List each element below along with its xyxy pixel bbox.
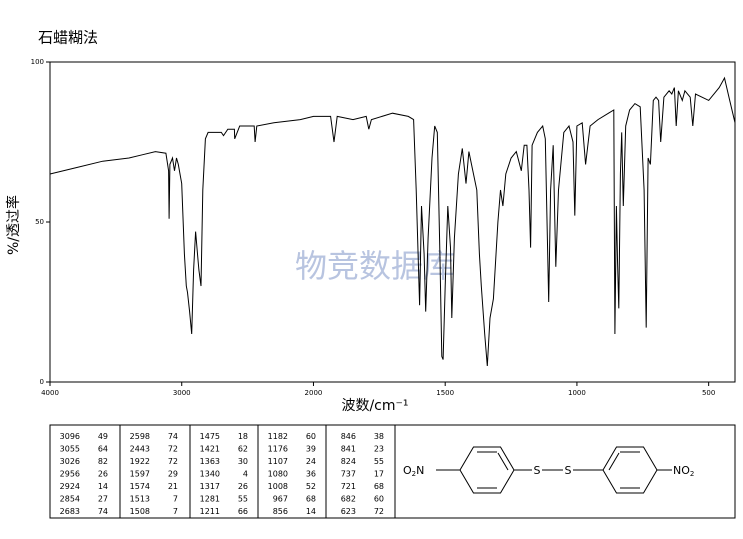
table-wavenumber: 1176 — [268, 444, 288, 453]
sulfur: S — [565, 464, 572, 477]
table-frame — [49, 424, 736, 519]
table-wavenumber: 2683 — [60, 507, 80, 516]
x-tick-label: 3000 — [173, 389, 191, 397]
table-wavenumber: 1211 — [200, 507, 220, 516]
table-transmittance: 72 — [168, 457, 178, 466]
sulfur: S — [534, 464, 541, 477]
table-wavenumber: 3026 — [60, 457, 80, 466]
table-wavenumber: 1182 — [268, 432, 288, 441]
table-wavenumber: 967 — [273, 494, 288, 503]
table-wavenumber: 1340 — [200, 469, 220, 478]
group-left: O2N — [403, 464, 424, 478]
table-wavenumber: 1513 — [130, 494, 150, 503]
table-transmittance: 64 — [98, 444, 108, 453]
table-wavenumber: 1281 — [200, 494, 220, 503]
y-tick-label: 50 — [35, 218, 44, 226]
table-wavenumber: 846 — [341, 432, 356, 441]
table-transmittance: 66 — [238, 507, 248, 516]
x-tick-label: 500 — [702, 389, 715, 397]
table-transmittance: 24 — [306, 457, 316, 466]
table-wavenumber: 1363 — [200, 457, 220, 466]
table-transmittance: 7 — [173, 494, 178, 503]
table-wavenumber: 1922 — [130, 457, 150, 466]
table-transmittance: 23 — [374, 444, 384, 453]
table-wavenumber: 1317 — [200, 482, 220, 491]
table-wavenumber: 1508 — [130, 507, 150, 516]
table-wavenumber: 3055 — [60, 444, 80, 453]
watermark: 物竞数据库 — [295, 247, 455, 285]
table-transmittance: 55 — [374, 457, 384, 466]
ring — [602, 446, 658, 494]
table-wavenumber: 1475 — [200, 432, 220, 441]
spectrum-line — [49, 76, 736, 367]
table-wavenumber: 1080 — [268, 469, 288, 478]
table-wavenumber: 2854 — [60, 494, 80, 503]
x-tick-label: 2000 — [305, 389, 323, 397]
y-axis-label: %/透过率 — [5, 195, 22, 255]
table-transmittance: 4 — [243, 469, 248, 478]
bond — [497, 452, 509, 471]
table-transmittance: 26 — [98, 469, 108, 478]
table-wavenumber: 1008 — [268, 482, 288, 491]
table-wavenumber: 737 — [341, 469, 356, 478]
group-right: NO2 — [673, 464, 694, 478]
table-transmittance: 68 — [374, 482, 384, 491]
table-transmittance: 60 — [306, 432, 316, 441]
chart-title: 石蜡糊法 — [38, 29, 98, 47]
table-wavenumber: 1574 — [130, 482, 150, 491]
table-wavenumber: 2443 — [130, 444, 150, 453]
x-tick-label: 1500 — [436, 389, 454, 397]
table-transmittance: 7 — [173, 507, 178, 516]
table-transmittance: 82 — [98, 457, 108, 466]
table-transmittance: 72 — [374, 507, 384, 516]
ring — [459, 446, 515, 494]
table-wavenumber: 1421 — [200, 444, 220, 453]
table-transmittance: 21 — [168, 482, 178, 491]
table-wavenumber: 841 — [341, 444, 356, 453]
table-transmittance: 27 — [98, 494, 108, 503]
table-wavenumber: 1597 — [130, 469, 150, 478]
table-transmittance: 17 — [374, 469, 384, 478]
plot-frame — [49, 61, 736, 383]
table-wavenumber: 682 — [341, 494, 356, 503]
table-wavenumber: 3096 — [60, 432, 80, 441]
table-transmittance: 38 — [374, 432, 384, 441]
x-tick-label: 1000 — [568, 389, 586, 397]
table-transmittance: 68 — [306, 494, 316, 503]
y-tick-label: 100 — [31, 58, 44, 66]
table-transmittance: 55 — [238, 494, 248, 503]
table-transmittance: 52 — [306, 482, 316, 491]
table-wavenumber: 824 — [341, 457, 356, 466]
table-transmittance: 26 — [238, 482, 248, 491]
table-wavenumber: 2924 — [60, 482, 80, 491]
table-wavenumber: 2598 — [130, 432, 150, 441]
table-transmittance: 36 — [306, 469, 316, 478]
table-transmittance: 14 — [98, 482, 108, 491]
table-transmittance: 18 — [238, 432, 248, 441]
table-wavenumber: 2956 — [60, 469, 80, 478]
x-tick-label: 4000 — [41, 389, 59, 397]
table-wavenumber: 721 — [341, 482, 356, 491]
structure — [436, 446, 672, 494]
bond — [608, 452, 620, 471]
table-transmittance: 74 — [98, 507, 108, 516]
table-wavenumber: 1107 — [268, 457, 288, 466]
y-tick-label: 0 — [40, 378, 44, 386]
x-axis-label: 波数/cm⁻¹ — [341, 398, 408, 414]
table-transmittance: 60 — [374, 494, 384, 503]
table-transmittance: 39 — [306, 444, 316, 453]
table-transmittance: 62 — [238, 444, 248, 453]
table-transmittance: 30 — [238, 457, 248, 466]
table-wavenumber: 623 — [341, 507, 356, 516]
table-transmittance: 49 — [98, 432, 108, 441]
table-transmittance: 74 — [168, 432, 178, 441]
table-transmittance: 29 — [168, 469, 178, 478]
table-wavenumber: 856 — [273, 507, 288, 516]
table-transmittance: 72 — [168, 444, 178, 453]
table-transmittance: 14 — [306, 507, 316, 516]
